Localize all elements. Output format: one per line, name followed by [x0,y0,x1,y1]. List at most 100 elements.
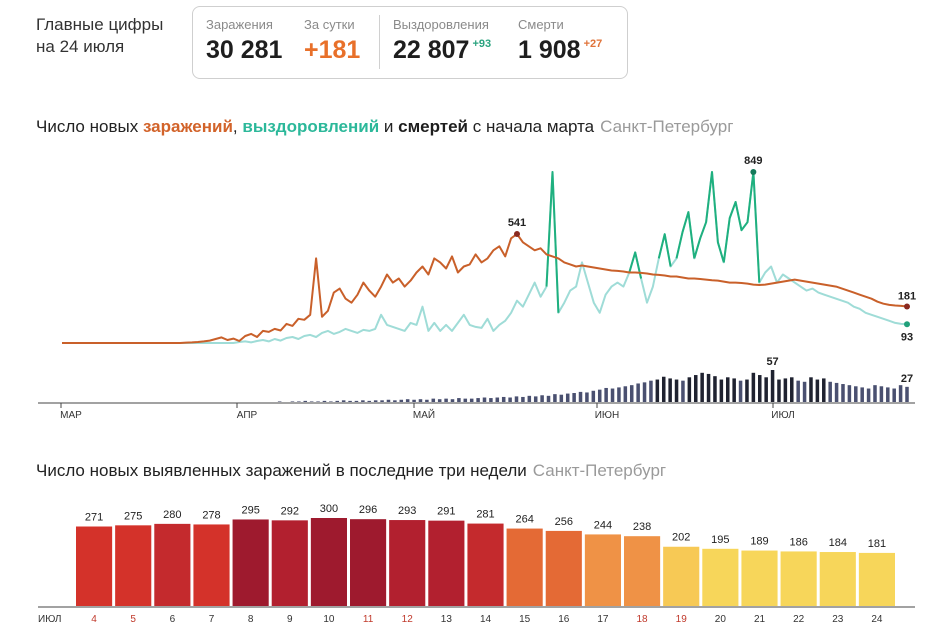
deaths-bar [841,384,845,402]
deaths-peak-label: 57 [766,356,778,368]
deaths-bar [866,388,871,402]
deaths-bar [822,378,826,402]
deaths-bar [886,387,890,402]
daily-bar-day-label: 14 [480,614,492,625]
deaths-bar [636,383,640,402]
deaths-bar [482,397,487,402]
daily-bar-day-label: 19 [676,614,688,625]
daily-bar [663,546,700,606]
daily-bar-value: 295 [241,504,259,516]
deaths-bar [783,378,788,402]
chart1-title-deaths: смертей [398,117,469,136]
deaths-bar [655,379,660,402]
daily-bar-value: 256 [555,516,573,528]
deaths-bar [495,397,500,402]
daily-bar-day-label: 23 [832,614,844,625]
deaths-bar [892,388,896,402]
daily-bar-day-label: 11 [363,614,374,625]
deaths-bar [540,395,544,402]
deaths-bar [873,385,877,402]
deaths-bar [469,398,474,402]
daily-bar [506,528,543,606]
stat-infections: Заражения 30 281 [206,17,282,65]
deaths-bar [425,399,429,402]
chart1-x-tick-label: АПР [237,410,258,421]
daily-bar [115,525,152,606]
deaths-bar [597,389,602,402]
deaths-bar [457,398,461,402]
chart1-x-tick-label: МАЙ [413,408,435,421]
daily-bar [154,523,191,606]
deaths-bar [373,400,378,402]
daily-bar-value: 189 [750,536,768,548]
deaths-bar [668,378,672,402]
deaths-bar [405,399,410,402]
stat-deaths: Смерти 1 908 +27 [518,17,602,65]
daily-bar [467,523,504,606]
deaths-bar [533,396,538,402]
deaths-bar [329,401,333,402]
deaths-bar [354,400,359,402]
daily-bar-day-label: 10 [323,614,335,625]
daily-bar-day-label: 6 [170,614,176,625]
deaths-bar [905,386,909,402]
deaths-bar [834,382,839,402]
daily-bar-day-label: 13 [441,614,453,625]
daily-bar-value: 300 [320,503,338,515]
recoveries-peaks-line [545,171,761,313]
deaths-bar [348,400,352,402]
stat-infections-value: 30 281 [206,36,283,64]
chart1-x-tick-label: МАР [60,410,82,421]
deaths-bar [828,381,832,402]
deaths-bar [290,401,295,402]
deaths-bar [860,387,864,402]
deaths-bar [854,386,858,402]
daily-bar-day-label: 20 [715,614,727,625]
infections-last-label: 181 [898,291,916,303]
daily-bar [584,534,621,606]
stat-recovered: Выздоровления 22 807 +93 [393,17,491,65]
chart1-title-suffix: с начала марта [468,117,595,136]
daily-bar [350,519,387,606]
daily-bar-value: 195 [711,534,729,546]
deaths-bar [777,379,781,402]
deaths-bar [341,400,346,402]
stat-recovered-delta: +93 [472,38,492,50]
stat-infections-label: Заражения [206,17,273,32]
deaths-bar [335,400,340,402]
stat-deaths-delta: +27 [583,38,603,50]
daily-bar [193,524,230,606]
recoveries-peak-dot [750,169,757,175]
key-figures-panel: Заражения 30 281 За сутки +181 Выздоровл… [192,6,628,79]
deaths-bar [745,379,749,402]
deaths-bar [815,379,820,402]
recoveries-last-dot [904,321,910,328]
daily-bar [232,519,269,606]
stat-daily-value: +181 [304,36,361,64]
daily-bar [310,518,347,606]
deaths-bar [591,390,596,402]
deaths-bar [361,400,365,402]
daily-bar-value: 281 [476,509,494,521]
deaths-bar [309,401,314,402]
chart2-title-city: Санкт-Петербург [532,461,667,480]
daily-bar-day-label: 8 [248,614,254,625]
daily-bar-day-label: 5 [130,614,136,625]
deaths-bar [380,400,384,402]
deaths-bar [649,380,653,402]
deaths-bar [399,399,404,402]
deaths-bar [437,399,442,402]
recoveries-line [62,171,908,344]
deaths-bar [693,375,698,402]
deaths-bar [898,385,903,402]
infections-peak-dot [514,231,520,238]
deaths-bar [770,370,775,402]
daily-bar-value: 186 [789,536,807,548]
headline-line2: на 24 июля [36,37,125,56]
deaths-bar [661,376,666,402]
daily-bar [76,526,113,606]
deaths-bar [412,399,416,402]
daily-bar-day-label: 4 [91,614,97,625]
daily-bar-value: 184 [829,537,847,549]
